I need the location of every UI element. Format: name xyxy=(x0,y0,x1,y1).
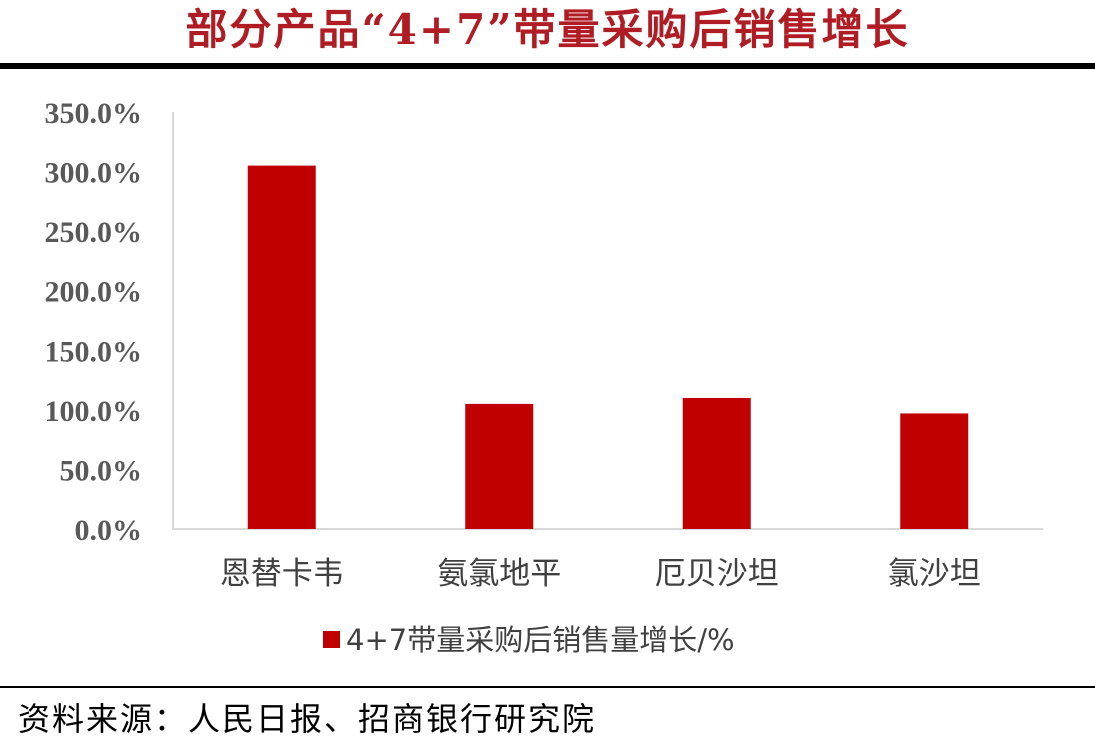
chart-title: 部分产品“4+7”带量采购后销售增长 xyxy=(185,5,910,54)
bar xyxy=(900,413,969,529)
x-tick-label: 氯沙坦 xyxy=(888,556,981,592)
x-tick-labels: 恩替卡韦 氨氯地平 厄贝沙坦 氯沙坦 xyxy=(220,556,981,592)
x-tick-label: 氨氯地平 xyxy=(437,556,561,592)
y-tick-label: 250.0% xyxy=(45,216,143,249)
bottom-divider xyxy=(0,686,1095,688)
bar-chart: 0.0% 50.0% 100.0% 150.0% 200.0% 250.0% 300.0% 3… xyxy=(45,97,1043,657)
y-tick-label: 100.0% xyxy=(45,395,143,428)
y-tick-labels: 0.0% 50.0% 100.0% 150.0% 200.0% 250.0% 300.0% 3… xyxy=(45,97,143,547)
y-tick-label: 350.0% xyxy=(45,97,143,130)
x-tick-label: 恩替卡韦 xyxy=(220,556,344,592)
top-divider xyxy=(0,63,1095,69)
y-tick-label: 0.0% xyxy=(75,514,143,547)
y-tick-label: 50.0% xyxy=(60,454,143,487)
legend: 4+7带量采购后销售量增长/% xyxy=(323,623,735,657)
legend-swatch xyxy=(323,631,340,648)
x-tick-label: 厄贝沙坦 xyxy=(655,556,779,592)
legend-label: 4+7带量采购后销售量增长/% xyxy=(346,623,735,657)
bar xyxy=(247,165,316,529)
y-tick-label: 150.0% xyxy=(45,335,143,368)
source-note: 资料来源：人民日报、招商银行研究院 xyxy=(18,700,597,738)
bar xyxy=(465,403,534,529)
y-tick-label: 200.0% xyxy=(45,276,143,309)
bar xyxy=(682,397,751,529)
y-tick-label: 300.0% xyxy=(45,157,143,190)
bars xyxy=(247,165,969,529)
